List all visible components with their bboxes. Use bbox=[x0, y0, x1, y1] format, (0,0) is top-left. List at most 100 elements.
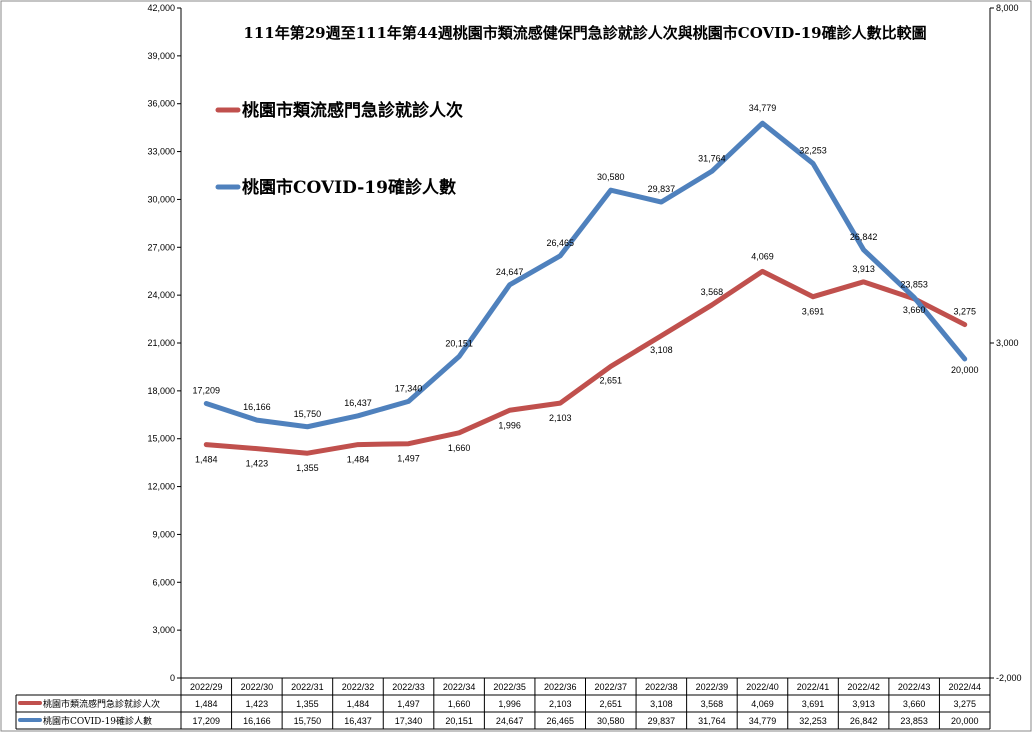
data-point bbox=[912, 295, 916, 299]
data-point bbox=[255, 418, 259, 422]
table-cell: 3,660 bbox=[903, 699, 926, 709]
table-cell: 26,842 bbox=[850, 716, 878, 726]
data-label: 4,069 bbox=[751, 251, 774, 261]
data-label: 23,853 bbox=[900, 279, 928, 289]
data-label: 3,275 bbox=[953, 307, 976, 317]
data-point bbox=[710, 303, 714, 307]
data-label: 20,151 bbox=[445, 339, 473, 349]
axes: 0 3,000 6,000 9,000 12,000 15,000 18,000 21,000… bbox=[147, 3, 1021, 683]
table-cell: 29,837 bbox=[648, 716, 676, 726]
data-point bbox=[356, 443, 360, 447]
data-label: 1,423 bbox=[246, 459, 269, 469]
data-label: 29,837 bbox=[648, 184, 676, 194]
table-cell: 26,465 bbox=[546, 716, 574, 726]
table-cell: 3,275 bbox=[953, 699, 976, 709]
table-category-label: 2022/42 bbox=[847, 682, 880, 692]
table-cell: 4,069 bbox=[751, 699, 774, 709]
table-category-label: 2022/32 bbox=[342, 682, 375, 692]
table-cell: 3,691 bbox=[802, 699, 825, 709]
table-category-label: 2022/38 bbox=[645, 682, 678, 692]
right-tick-label: 3,000 bbox=[996, 338, 1019, 348]
table-category-label: 2022/35 bbox=[493, 682, 526, 692]
table-category-label: 2022/34 bbox=[443, 682, 476, 692]
table-row-name: 桃園市類流感門急診就診人次 bbox=[43, 698, 160, 710]
data-point bbox=[457, 431, 461, 435]
data-point bbox=[811, 295, 815, 299]
left-tick-label: 21,000 bbox=[147, 338, 175, 348]
left-tick-label: 15,000 bbox=[147, 434, 175, 444]
data-point bbox=[356, 414, 360, 418]
data-label: 1,484 bbox=[195, 455, 218, 465]
data-point bbox=[760, 269, 764, 273]
data-point bbox=[305, 451, 309, 455]
legend-label: 桃園市COVID-19確診人數 bbox=[242, 177, 456, 198]
table-category-label: 2022/44 bbox=[948, 682, 981, 692]
left-tick-label: 39,000 bbox=[147, 51, 175, 61]
data-label: 20,000 bbox=[951, 365, 979, 375]
table-category-label: 2022/30 bbox=[241, 682, 274, 692]
table-cell: 1,660 bbox=[448, 699, 471, 709]
data-point bbox=[255, 447, 259, 451]
series-layer: 1,484 1,423 1,355 1,484 1,497 1,660 1,996 2,103… bbox=[193, 103, 979, 473]
data-point bbox=[862, 280, 866, 284]
table-cell: 3,568 bbox=[701, 699, 724, 709]
left-tick-label: 27,000 bbox=[147, 242, 175, 252]
data-label: 26,842 bbox=[850, 232, 878, 242]
table-cell: 24,647 bbox=[496, 716, 524, 726]
data-point bbox=[609, 188, 613, 192]
table-category-label: 2022/33 bbox=[392, 682, 425, 692]
data-point bbox=[305, 425, 309, 429]
right-tick-label: 8,000 bbox=[996, 3, 1019, 13]
left-tick-label: 0 bbox=[170, 673, 175, 683]
data-label: 16,166 bbox=[243, 402, 271, 412]
left-tick-label: 3,000 bbox=[152, 625, 175, 635]
table-cell: 23,853 bbox=[900, 716, 928, 726]
data-label: 30,580 bbox=[597, 172, 625, 182]
data-point bbox=[862, 248, 866, 252]
left-tick-label: 33,000 bbox=[147, 147, 175, 157]
table-cell: 15,750 bbox=[294, 716, 322, 726]
chart-title: 111年第29週至111年第44週桃園市類流感健保門急診就診人次與桃園市COVI… bbox=[243, 24, 926, 42]
data-point bbox=[659, 200, 663, 204]
table-category-label: 2022/37 bbox=[595, 682, 628, 692]
data-label: 2,651 bbox=[600, 375, 623, 385]
data-label: 1,497 bbox=[397, 454, 420, 464]
data-label: 1,355 bbox=[296, 463, 319, 473]
data-label: 1,996 bbox=[498, 420, 521, 430]
table-cell: 16,166 bbox=[243, 716, 271, 726]
data-label: 31,764 bbox=[698, 153, 726, 163]
data-point bbox=[457, 355, 461, 359]
data-label: 17,209 bbox=[193, 385, 221, 395]
data-point bbox=[760, 121, 764, 125]
table-cell: 1,497 bbox=[397, 699, 420, 709]
data-label: 1,484 bbox=[347, 455, 370, 465]
table-category-label: 2022/31 bbox=[291, 682, 324, 692]
left-tick-label: 36,000 bbox=[147, 99, 175, 109]
table-cell: 20,000 bbox=[951, 716, 979, 726]
data-point bbox=[710, 169, 714, 173]
left-tick-label: 6,000 bbox=[152, 577, 175, 587]
data-label: 34,779 bbox=[749, 103, 777, 113]
left-tick-label: 12,000 bbox=[147, 482, 175, 492]
table-cell: 20,151 bbox=[445, 716, 473, 726]
table-row-name: 桃園市COVID-19確診人數 bbox=[43, 715, 152, 727]
table-category-label: 2022/40 bbox=[746, 682, 779, 692]
table-cell: 3,108 bbox=[650, 699, 673, 709]
data-point bbox=[508, 283, 512, 287]
series-line bbox=[203, 120, 968, 430]
data-point bbox=[204, 443, 208, 447]
table-cell: 34,779 bbox=[749, 716, 777, 726]
table-cell: 16,437 bbox=[344, 716, 372, 726]
data-label: 17,340 bbox=[395, 383, 423, 393]
table-cell: 1,996 bbox=[498, 699, 521, 709]
right-tick-label: -2,000 bbox=[996, 673, 1022, 683]
table-cell: 17,340 bbox=[395, 716, 423, 726]
table-category-label: 2022/41 bbox=[797, 682, 830, 692]
table-cell: 1,355 bbox=[296, 699, 319, 709]
table-cell: 1,484 bbox=[195, 699, 218, 709]
data-point bbox=[811, 161, 815, 165]
data-point bbox=[963, 323, 967, 327]
data-point bbox=[609, 364, 613, 368]
